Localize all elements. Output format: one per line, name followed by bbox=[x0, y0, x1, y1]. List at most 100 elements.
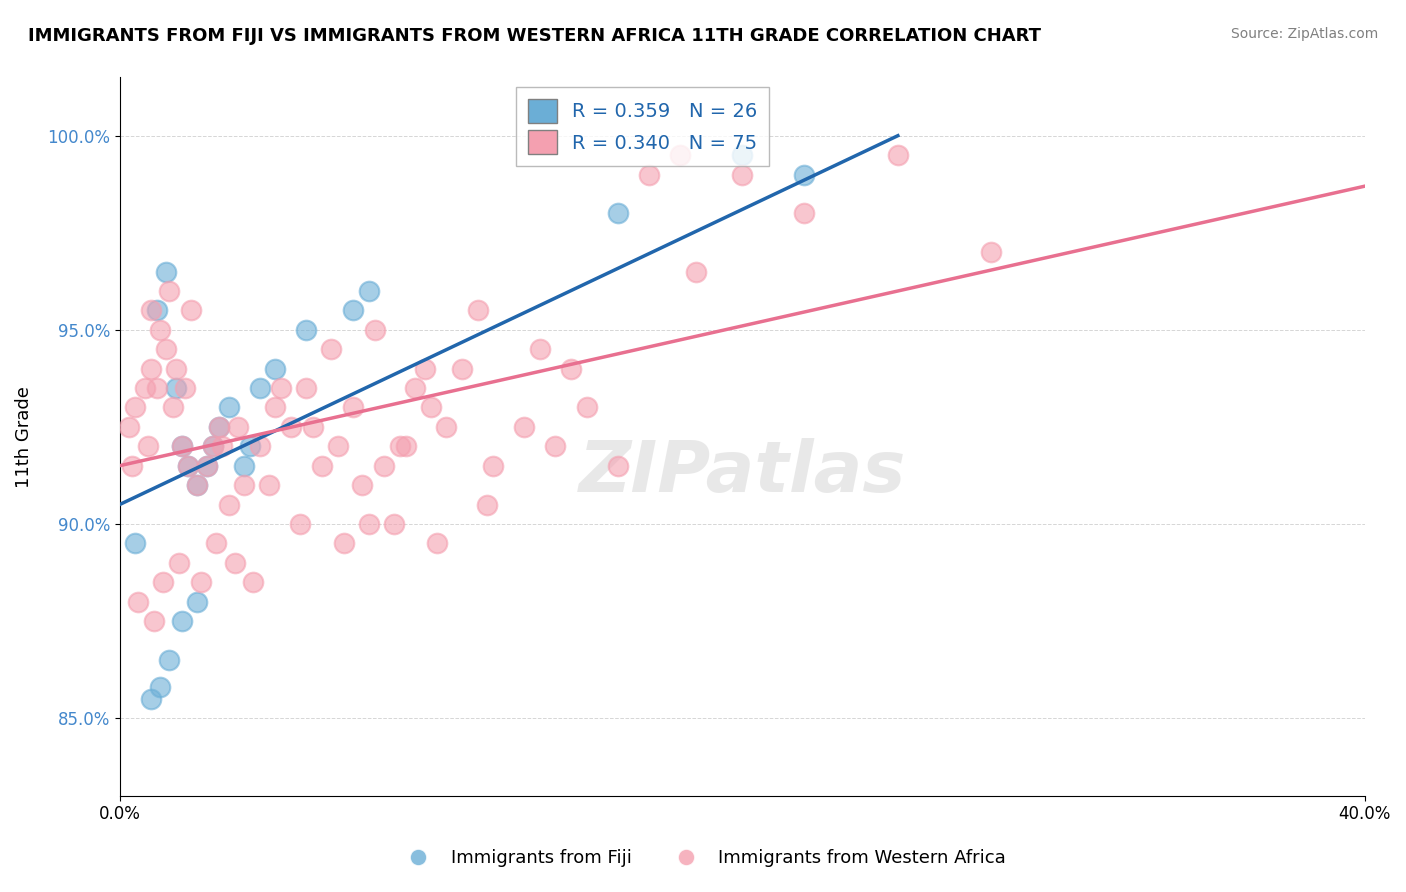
Point bbox=[326, 439, 349, 453]
Text: Source: ZipAtlas.com: Source: ZipAtlas.com bbox=[1230, 27, 1378, 41]
Point bbox=[264, 401, 287, 415]
Point bbox=[162, 401, 184, 415]
Point bbox=[301, 420, 323, 434]
Point bbox=[157, 653, 180, 667]
Point bbox=[218, 401, 240, 415]
Point bbox=[226, 420, 249, 434]
Point bbox=[342, 303, 364, 318]
Point bbox=[211, 439, 233, 453]
Point bbox=[127, 594, 149, 608]
Point bbox=[174, 381, 197, 395]
Point bbox=[544, 439, 567, 453]
Point bbox=[560, 361, 582, 376]
Point bbox=[136, 439, 159, 453]
Point bbox=[288, 516, 311, 531]
Point bbox=[134, 381, 156, 395]
Point bbox=[731, 168, 754, 182]
Point bbox=[165, 361, 187, 376]
Point bbox=[142, 614, 165, 628]
Point bbox=[242, 575, 264, 590]
Point bbox=[152, 575, 174, 590]
Point bbox=[180, 303, 202, 318]
Point bbox=[404, 381, 426, 395]
Point bbox=[239, 439, 262, 453]
Point bbox=[513, 420, 536, 434]
Point bbox=[170, 614, 193, 628]
Point bbox=[186, 594, 208, 608]
Legend: R = 0.359   N = 26, R = 0.340   N = 75: R = 0.359 N = 26, R = 0.340 N = 75 bbox=[516, 87, 769, 166]
Point bbox=[373, 458, 395, 473]
Point bbox=[270, 381, 292, 395]
Point bbox=[357, 516, 380, 531]
Point bbox=[186, 478, 208, 492]
Point bbox=[793, 168, 815, 182]
Point bbox=[205, 536, 228, 550]
Point bbox=[249, 439, 271, 453]
Point bbox=[295, 323, 318, 337]
Point bbox=[426, 536, 449, 550]
Point bbox=[249, 381, 271, 395]
Point bbox=[575, 401, 598, 415]
Point bbox=[451, 361, 474, 376]
Text: ZIPatlas: ZIPatlas bbox=[578, 438, 905, 507]
Text: IMMIGRANTS FROM FIJI VS IMMIGRANTS FROM WESTERN AFRICA 11TH GRADE CORRELATION CH: IMMIGRANTS FROM FIJI VS IMMIGRANTS FROM … bbox=[28, 27, 1040, 45]
Point bbox=[186, 478, 208, 492]
Point bbox=[413, 361, 436, 376]
Point bbox=[685, 264, 707, 278]
Point bbox=[170, 439, 193, 453]
Point bbox=[177, 458, 200, 473]
Point bbox=[257, 478, 280, 492]
Point bbox=[295, 381, 318, 395]
Point bbox=[139, 361, 162, 376]
Point bbox=[357, 284, 380, 298]
Point bbox=[121, 458, 143, 473]
Point bbox=[165, 381, 187, 395]
Point bbox=[139, 691, 162, 706]
Point bbox=[124, 401, 146, 415]
Point bbox=[280, 420, 302, 434]
Point bbox=[170, 439, 193, 453]
Point bbox=[195, 458, 218, 473]
Point bbox=[793, 206, 815, 220]
Point bbox=[388, 439, 411, 453]
Point bbox=[606, 206, 628, 220]
Point bbox=[669, 148, 692, 162]
Point bbox=[146, 303, 169, 318]
Point bbox=[475, 498, 498, 512]
Y-axis label: 11th Grade: 11th Grade bbox=[15, 385, 32, 488]
Point bbox=[149, 680, 172, 694]
Point bbox=[201, 439, 224, 453]
Point bbox=[637, 168, 659, 182]
Point bbox=[233, 478, 256, 492]
Point bbox=[155, 343, 177, 357]
Point bbox=[224, 556, 246, 570]
Point bbox=[311, 458, 333, 473]
Point bbox=[167, 556, 190, 570]
Point bbox=[395, 439, 418, 453]
Point bbox=[342, 401, 364, 415]
Point bbox=[149, 323, 172, 337]
Point bbox=[436, 420, 458, 434]
Point bbox=[980, 245, 1002, 260]
Point bbox=[529, 343, 551, 357]
Point bbox=[482, 458, 505, 473]
Point bbox=[208, 420, 231, 434]
Point bbox=[177, 458, 200, 473]
Point bbox=[321, 343, 343, 357]
Point bbox=[467, 303, 489, 318]
Point bbox=[887, 148, 910, 162]
Point bbox=[352, 478, 374, 492]
Point bbox=[332, 536, 354, 550]
Point bbox=[419, 401, 441, 415]
Point bbox=[124, 536, 146, 550]
Point bbox=[139, 303, 162, 318]
Point bbox=[190, 575, 212, 590]
Point bbox=[364, 323, 387, 337]
Point bbox=[233, 458, 256, 473]
Point bbox=[201, 439, 224, 453]
Point bbox=[264, 361, 287, 376]
Point bbox=[218, 498, 240, 512]
Point bbox=[155, 264, 177, 278]
Point bbox=[195, 458, 218, 473]
Legend: Immigrants from Fiji, Immigrants from Western Africa: Immigrants from Fiji, Immigrants from We… bbox=[392, 842, 1014, 874]
